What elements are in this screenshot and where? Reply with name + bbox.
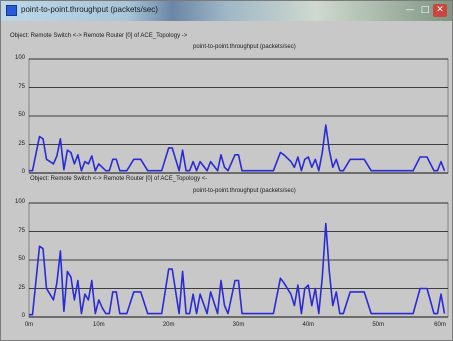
chart-2-y-tick-label: 50 [18,256,25,262]
chart-1-y-tick-label: 50 [18,112,25,118]
title-bar[interactable]: point-to-point.throughput (packets/sec) … [1,1,452,21]
chart-1-y-tick-label: 25 [18,140,25,147]
chart-2-x-tick-label: 10m [92,322,105,328]
chart-2-series-line [29,222,446,316]
panel-2-title: point-to-point.throughput (packets/sec) [193,188,296,194]
app-icon [6,5,17,16]
chart-2-x-tick-label: 30m [232,322,245,328]
chart-2-x-tick-label: 20m [162,322,175,328]
chart-2-x-tick-label: 0m [24,322,34,328]
chart-1-y-tick-label: 0 [21,169,25,175]
maximize-button[interactable]: □ [420,5,430,15]
chart-2-y-tick-label: 75 [18,227,25,234]
throughput-charts [28,58,449,318]
panel-2-object-label: Object: Remote Switch <-> Remote Router … [30,176,208,182]
panel-1-object-label: Object: Remote Switch <-> Remote Router … [10,33,188,39]
minimize-button[interactable]: — [405,5,415,15]
chart-2-y-tick-label: 100 [14,199,25,205]
window-title: point-to-point.throughput (packets/sec) [21,5,158,14]
chart-2-x-tick-label: 60m [434,322,446,328]
chart-2-x-tick-label: 50m [372,322,384,328]
panel-1-title: point-to-point.throughput (packets/sec) [193,44,296,50]
chart-2-y-tick-label: 0 [21,313,25,319]
chart-1-y-tick-label: 100 [14,55,25,61]
chart-2-y-tick-label: 25 [18,284,25,291]
graph-area: Object: Remote Switch <-> Remote Router … [3,21,450,340]
chart-1-series-line [29,124,446,172]
chart-2-x-tick-label: 40m [302,322,315,328]
close-button[interactable]: ✕ [433,4,447,17]
chart-1-y-tick-label: 75 [18,83,25,90]
